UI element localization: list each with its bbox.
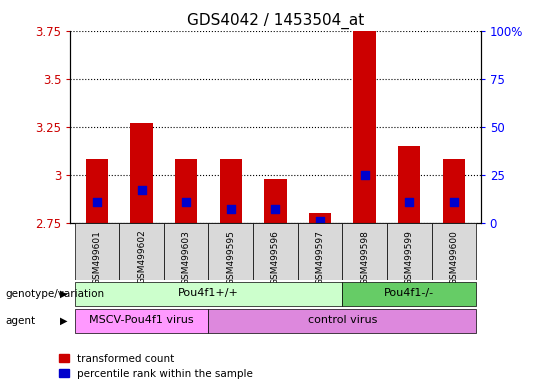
Text: genotype/variation: genotype/variation — [5, 289, 105, 299]
Bar — [398, 146, 420, 223]
Point — [360, 172, 369, 178]
FancyBboxPatch shape — [75, 282, 342, 306]
Text: GSM499596: GSM499596 — [271, 230, 280, 285]
Text: GSM499600: GSM499600 — [449, 230, 458, 285]
Text: GSM499601: GSM499601 — [92, 230, 102, 285]
Bar — [309, 213, 331, 223]
Bar — [131, 123, 153, 223]
Bar — [220, 159, 242, 223]
FancyBboxPatch shape — [298, 223, 342, 280]
Text: GSM499602: GSM499602 — [137, 230, 146, 285]
FancyBboxPatch shape — [164, 223, 208, 280]
Bar — [354, 6, 376, 223]
Text: GSM499597: GSM499597 — [315, 230, 325, 285]
Text: control virus: control virus — [308, 315, 377, 325]
Text: ▶: ▶ — [60, 316, 68, 326]
Text: agent: agent — [5, 316, 36, 326]
FancyBboxPatch shape — [208, 223, 253, 280]
FancyBboxPatch shape — [119, 223, 164, 280]
Text: GSM499603: GSM499603 — [181, 230, 191, 285]
Text: GSM499598: GSM499598 — [360, 230, 369, 285]
Text: GSM499595: GSM499595 — [226, 230, 235, 285]
Text: Pou4f1+/+: Pou4f1+/+ — [178, 288, 239, 298]
FancyBboxPatch shape — [253, 223, 298, 280]
Text: GSM499599: GSM499599 — [404, 230, 414, 285]
FancyBboxPatch shape — [75, 309, 208, 333]
FancyBboxPatch shape — [208, 309, 476, 333]
Text: MSCV-Pou4f1 virus: MSCV-Pou4f1 virus — [89, 315, 194, 325]
FancyBboxPatch shape — [387, 223, 431, 280]
FancyBboxPatch shape — [342, 223, 387, 280]
Text: Pou4f1-/-: Pou4f1-/- — [384, 288, 434, 298]
FancyBboxPatch shape — [431, 223, 476, 280]
Bar — [443, 159, 465, 223]
Point — [226, 206, 235, 212]
Point — [93, 199, 102, 205]
Legend: transformed count, percentile rank within the sample: transformed count, percentile rank withi… — [59, 354, 253, 379]
Point — [137, 187, 146, 193]
Text: ▶: ▶ — [60, 289, 68, 299]
Point — [405, 199, 414, 205]
FancyBboxPatch shape — [75, 223, 119, 280]
Point — [271, 206, 280, 212]
Bar — [86, 159, 108, 223]
Point — [449, 199, 458, 205]
Title: GDS4042 / 1453504_at: GDS4042 / 1453504_at — [187, 13, 364, 29]
Point — [316, 218, 325, 224]
Point — [182, 199, 191, 205]
Bar — [264, 179, 287, 223]
FancyBboxPatch shape — [342, 282, 476, 306]
Bar — [175, 159, 197, 223]
